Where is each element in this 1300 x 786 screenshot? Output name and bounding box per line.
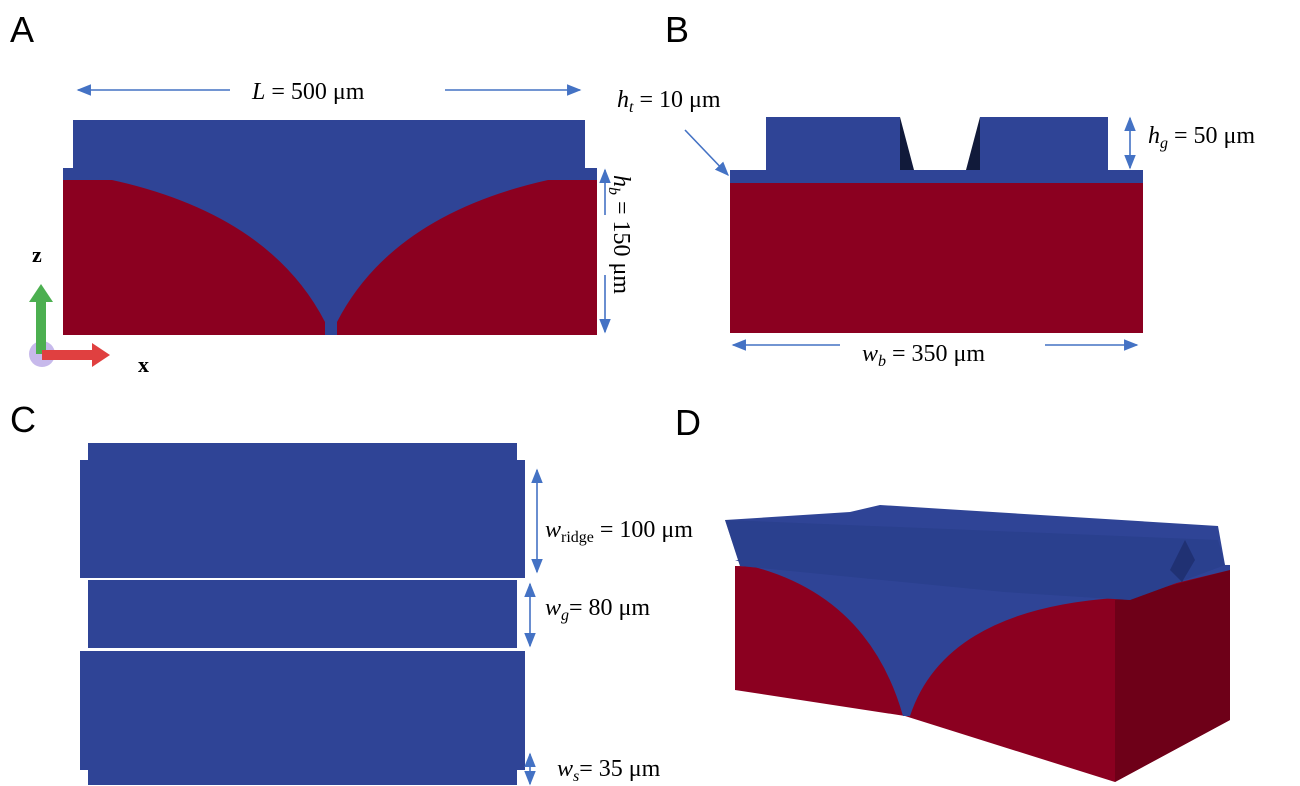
value: = 350 μm xyxy=(886,341,985,367)
symbol: h xyxy=(617,87,629,113)
symbol: w xyxy=(545,595,561,621)
dimension-label: wb = 350 μm xyxy=(862,341,985,370)
panel-c: C wridge = 100 μm wg= 80 μm ws= 35 μm xyxy=(10,399,693,785)
symbol: w xyxy=(557,756,573,782)
value: = 80 μm xyxy=(569,595,650,621)
value: = 35 μm xyxy=(579,756,660,782)
value: = 50 μm xyxy=(1168,123,1255,149)
dimension-label: hg = 50 μm xyxy=(1148,123,1255,152)
block-side xyxy=(1115,570,1230,782)
panel-label: D xyxy=(675,402,701,443)
groove-top xyxy=(88,580,517,648)
value: = 150 μm xyxy=(608,195,634,294)
value: = 100 μm xyxy=(594,517,693,543)
panel-b: B ht = 10 μm hg = 50 μm wb = 350 μm xyxy=(617,9,1255,370)
panel-label: B xyxy=(665,9,689,50)
symbol: w xyxy=(545,517,561,543)
substrate xyxy=(730,183,1143,333)
dimension-label: ws= 35 μm xyxy=(557,756,661,785)
ridge-wall xyxy=(900,117,914,170)
z-axis-arrow xyxy=(29,284,53,302)
subscript: g xyxy=(1160,135,1168,152)
subscript: b xyxy=(878,353,886,370)
symbol: h xyxy=(608,175,634,187)
axis-label: x xyxy=(138,352,149,377)
symbol: w xyxy=(862,341,878,367)
ridge xyxy=(980,117,1108,172)
subscript: ridge xyxy=(561,529,594,546)
top-layer xyxy=(730,170,1143,183)
dimension-label: wg= 80 μm xyxy=(545,595,650,624)
z-axis-arrow xyxy=(36,300,46,354)
x-axis-arrow xyxy=(92,343,110,367)
dimension-label: L = 500 μm xyxy=(251,79,365,105)
ridge-top xyxy=(80,651,525,785)
ridge xyxy=(766,117,900,172)
dimension-label: ht = 10 μm xyxy=(617,87,721,116)
value: = 10 μm xyxy=(633,87,720,113)
panel-a: A L = 500 μm hb = 150 μm z x xyxy=(10,9,634,377)
dimension-label: wridge = 100 μm xyxy=(545,517,693,546)
panel-label: A xyxy=(10,9,34,50)
symbol: h xyxy=(1148,123,1160,149)
symbol: L xyxy=(251,79,265,105)
figure: A L = 500 μm hb = 150 μm z x B ht = 10 μ… xyxy=(0,0,1300,786)
panel-d: D xyxy=(675,402,1230,782)
subscript: b xyxy=(605,187,622,195)
dimension-label: hb = 150 μm xyxy=(605,175,634,294)
x-axis-arrow xyxy=(42,350,94,360)
ridge-top xyxy=(80,443,525,578)
panel-label: C xyxy=(10,399,36,440)
axis-label: z xyxy=(32,242,42,267)
ridge-wall xyxy=(966,117,980,170)
subscript: g xyxy=(561,607,569,624)
arrow xyxy=(685,130,728,175)
value: = 500 μm xyxy=(265,79,364,105)
